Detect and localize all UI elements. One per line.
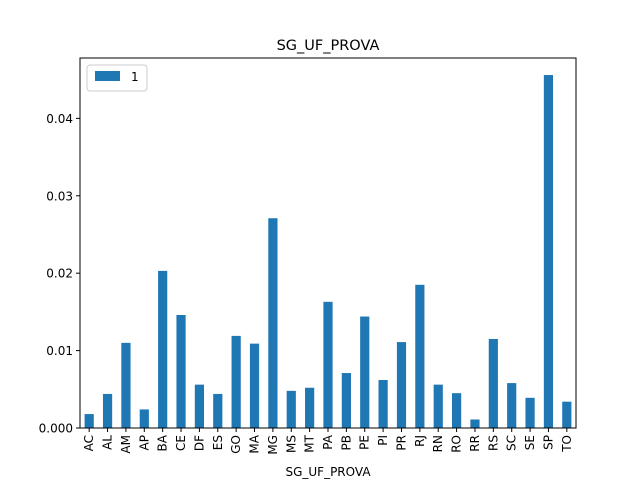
y-tick-label: 0.03 — [46, 189, 73, 203]
bar-MS — [286, 390, 296, 428]
x-tick-label: SC — [505, 435, 519, 451]
y-tick-label: 0.000 — [39, 422, 73, 436]
bar-SC — [507, 383, 517, 428]
x-tick-label: PA — [321, 434, 335, 449]
x-tick-label: GO — [229, 435, 243, 454]
x-tick-label: MG — [266, 435, 280, 455]
bar-PR — [396, 342, 407, 428]
bar-AC — [84, 414, 94, 428]
x-tick-label: MS — [284, 435, 298, 453]
x-tick-label: PE — [358, 435, 372, 450]
x-tick-label: SP — [541, 435, 555, 450]
chart-title: SG_UF_PROVA — [277, 38, 380, 54]
x-tick-label: SE — [523, 435, 537, 450]
bar-MG — [268, 218, 278, 428]
plot-frame — [79, 57, 577, 429]
bar-RN — [433, 384, 443, 428]
bar-PE — [360, 316, 370, 428]
x-tick-label: MT — [303, 434, 317, 452]
bar-PI — [378, 380, 388, 428]
bar-PB — [341, 373, 351, 428]
x-tick-label: PI — [376, 435, 390, 446]
bar-RO — [452, 393, 462, 428]
bar-ES — [213, 393, 223, 428]
y-axis-ticks: 0.000 0.01 0.02 0.03 0.04 — [39, 112, 80, 436]
x-tick-label: MA — [248, 434, 262, 453]
x-tick-label: DF — [192, 435, 206, 451]
bars-group — [84, 75, 572, 428]
bar-AP — [139, 409, 149, 428]
bar-RS — [488, 338, 498, 428]
x-tick-label: BA — [156, 434, 170, 451]
bar-SP — [543, 75, 554, 428]
x-tick-label: PR — [394, 435, 408, 451]
bar-RJ — [415, 284, 425, 428]
x-tick-label: CE — [174, 435, 188, 451]
x-tick-label: RR — [468, 435, 482, 452]
x-tick-label: PB — [339, 435, 353, 450]
bar-CE — [176, 314, 186, 428]
bar-PA — [323, 301, 333, 428]
bar-BA — [158, 270, 168, 428]
legend: 1 — [86, 64, 148, 92]
legend-swatch — [95, 71, 120, 81]
x-axis-ticks: AC AL AM AP BA CE DF ES GO MA MG MS MT PA PB PE PI PR RJ RN… — [82, 428, 574, 455]
bar-AL — [102, 393, 113, 428]
bar-GO — [231, 335, 241, 428]
x-axis-label: SG_UF_PROVA — [285, 465, 371, 479]
bar-RR — [470, 419, 480, 428]
bar-AM — [121, 342, 131, 428]
y-tick-label: 0.01 — [46, 344, 73, 358]
bar-DF — [194, 384, 204, 428]
x-tick-label: RN — [431, 435, 445, 452]
x-tick-label: AM — [119, 435, 133, 454]
x-tick-label: TO — [560, 435, 574, 453]
y-tick-label: 0.04 — [46, 112, 73, 126]
x-tick-label: AP — [137, 435, 151, 450]
legend-label: 1 — [131, 70, 139, 84]
y-tick-label: 0.02 — [46, 267, 73, 281]
x-tick-label: AC — [82, 435, 96, 451]
x-tick-label: ES — [211, 435, 225, 450]
bar-MT — [305, 387, 315, 428]
x-tick-label: RO — [450, 435, 464, 453]
x-tick-label: RS — [486, 435, 500, 451]
x-tick-label: RJ — [413, 435, 427, 447]
bar-MA — [249, 343, 260, 428]
x-tick-label: AL — [101, 435, 115, 450]
bar-TO — [562, 401, 572, 428]
bar-SE — [525, 397, 535, 428]
